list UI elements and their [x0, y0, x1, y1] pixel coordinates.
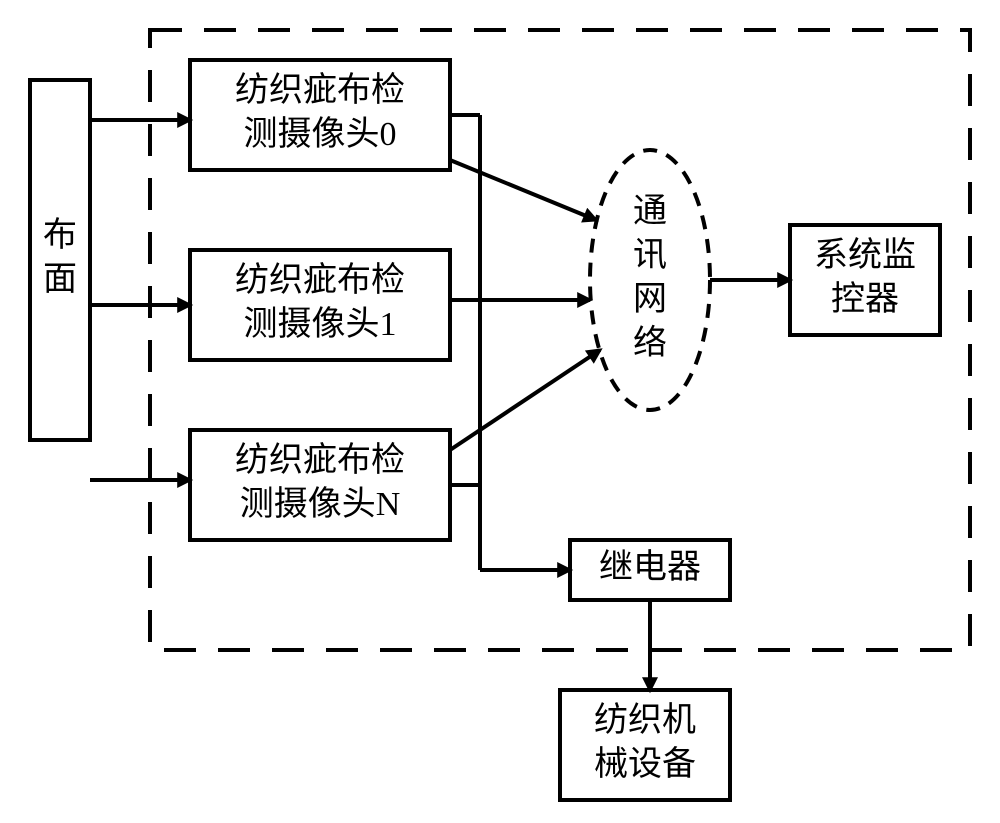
- fabric-text-line: 面: [43, 261, 77, 298]
- camN-text-line: 测摄像头N: [240, 485, 401, 523]
- camN-text-line: 纺织疵布检: [235, 441, 405, 479]
- monitor-text-line: 控器: [831, 280, 899, 318]
- network-text-line: 通: [633, 193, 667, 230]
- node-cam1: 纺织疵布检测摄像头1: [190, 250, 450, 360]
- machine-text-line: 械设备: [594, 745, 696, 783]
- cam0-text-line: 测摄像头0: [244, 115, 397, 153]
- network-text-line: 网: [633, 281, 667, 318]
- cam1-text-line: 测摄像头1: [244, 305, 397, 343]
- node-fabric: 布面: [30, 80, 90, 440]
- relay-text-line: 继电器: [599, 548, 701, 586]
- arrow-3: [450, 160, 596, 220]
- node-machine: 纺织机械设备: [560, 690, 730, 800]
- network-text-line: 讯: [633, 237, 667, 274]
- monitor-text-line: 系统监: [814, 236, 916, 274]
- machine-text-line: 纺织机: [594, 701, 696, 739]
- node-network: 通讯网络: [590, 150, 710, 410]
- network-text-line: 络: [633, 324, 667, 362]
- cam1-text-line: 纺织疵布检: [235, 261, 405, 299]
- arrow-5: [450, 350, 600, 450]
- node-relay: 继电器: [570, 540, 730, 600]
- node-cam0: 纺织疵布检测摄像头0: [190, 60, 450, 170]
- node-monitor: 系统监控器: [790, 225, 940, 335]
- node-camN: 纺织疵布检测摄像头N: [190, 430, 450, 540]
- cam0-text-line: 纺织疵布检: [235, 71, 405, 109]
- fabric-text-line: 布: [43, 216, 77, 254]
